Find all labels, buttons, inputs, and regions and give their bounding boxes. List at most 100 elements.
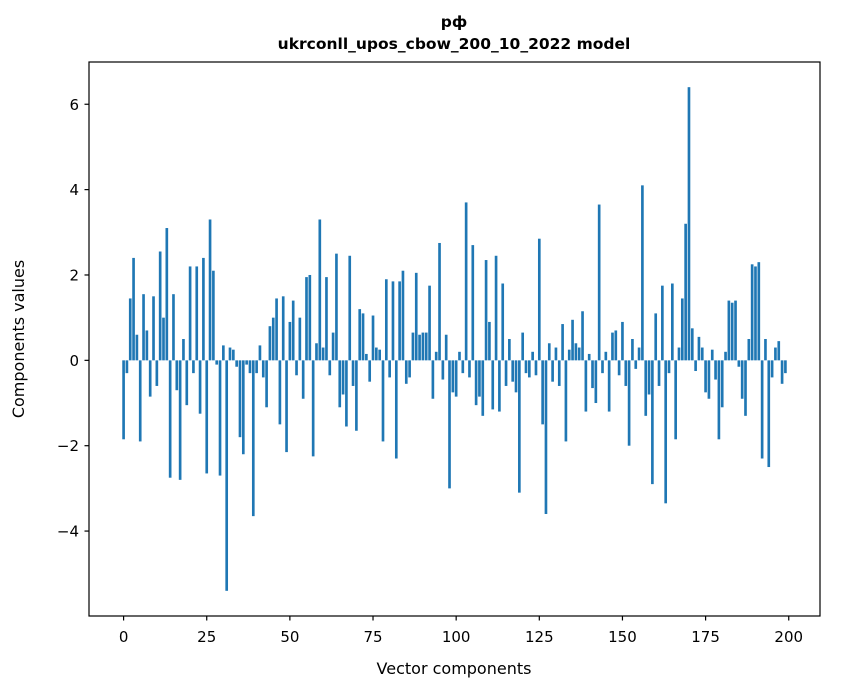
- bar: [557, 360, 561, 386]
- bar: [614, 330, 618, 361]
- bar: [537, 238, 541, 361]
- bar: [361, 313, 365, 361]
- bar: [508, 339, 511, 361]
- bar: [198, 360, 202, 414]
- bar: [321, 347, 325, 361]
- bar: [152, 296, 155, 361]
- bar: [258, 345, 262, 361]
- bar: [654, 313, 658, 361]
- bar: [228, 347, 232, 361]
- bar: [424, 332, 428, 361]
- x-ticks-group: 0 25 50 75 100 125 150 175 200: [119, 616, 803, 646]
- bar: [534, 360, 538, 376]
- bar: [504, 360, 508, 386]
- bar: [168, 360, 172, 478]
- bar: [408, 360, 411, 378]
- x-tick-label: 25: [197, 628, 216, 646]
- bar: [727, 300, 731, 361]
- bar: [528, 360, 531, 378]
- bar: [142, 294, 145, 361]
- bar: [431, 360, 435, 399]
- bar: [128, 298, 132, 361]
- bar: [158, 251, 162, 361]
- bar: [697, 336, 701, 361]
- bar: [581, 311, 584, 361]
- bar: [511, 360, 515, 382]
- bar: [298, 317, 302, 361]
- y-tick-label: 0: [69, 352, 79, 370]
- bar: [561, 324, 564, 361]
- bar: [680, 298, 684, 361]
- bar: [544, 360, 548, 514]
- bar: [188, 266, 192, 361]
- bar: [541, 360, 544, 425]
- bar: [335, 253, 338, 361]
- bar: [381, 360, 385, 442]
- bar: [172, 294, 175, 361]
- bar: [288, 321, 292, 361]
- bar: [597, 204, 601, 361]
- bar: [724, 351, 727, 361]
- bar: [195, 266, 199, 361]
- bar: [348, 255, 352, 361]
- bar: [591, 360, 594, 389]
- bar: [305, 277, 308, 361]
- bar: [145, 330, 149, 361]
- bar: [358, 309, 362, 361]
- bar: [454, 360, 458, 397]
- bar: [222, 345, 225, 361]
- bar: [770, 360, 774, 378]
- bar: [594, 360, 598, 404]
- y-tick-label: 6: [69, 96, 79, 114]
- bar: [471, 245, 475, 361]
- x-tick-label: 50: [280, 628, 299, 646]
- bar: [760, 360, 764, 459]
- bar: [611, 332, 614, 361]
- bar: [767, 360, 771, 468]
- bar: [375, 347, 378, 361]
- bar: [232, 349, 235, 361]
- bar: [311, 360, 315, 457]
- bar: [657, 360, 661, 386]
- bar: [281, 296, 285, 361]
- bar: [554, 347, 558, 361]
- bar: [388, 360, 391, 378]
- x-tick-label: 150: [608, 628, 637, 646]
- bar: [338, 360, 342, 408]
- bar: [754, 266, 757, 361]
- bar: [414, 272, 418, 361]
- bar: [202, 257, 205, 361]
- bar: [574, 343, 578, 361]
- bar: [750, 264, 754, 361]
- bar: [604, 351, 608, 361]
- bar: [451, 360, 455, 393]
- y-tick-label: −2: [57, 437, 79, 455]
- bar: [368, 360, 372, 382]
- bar: [401, 270, 405, 361]
- bar: [418, 334, 421, 361]
- bar: [744, 360, 747, 416]
- bar: [458, 351, 461, 361]
- bar: [624, 360, 628, 386]
- bar: [235, 360, 238, 367]
- bar: [700, 347, 704, 361]
- bar: [468, 360, 471, 378]
- bar: [308, 274, 312, 361]
- bars-group: [122, 87, 787, 591]
- bar: [291, 300, 295, 361]
- bar: [571, 319, 574, 361]
- bar: [175, 360, 179, 391]
- bar: [734, 300, 737, 361]
- bar: [394, 360, 398, 459]
- bar: [155, 360, 159, 386]
- x-tick-label: 100: [442, 628, 471, 646]
- bar: [664, 360, 668, 504]
- bar: [690, 328, 694, 361]
- bar: [384, 279, 388, 361]
- bar: [478, 360, 481, 397]
- y-tick-label: −4: [57, 523, 79, 541]
- bar: [777, 341, 781, 361]
- bar: [461, 360, 465, 374]
- bar: [285, 360, 288, 453]
